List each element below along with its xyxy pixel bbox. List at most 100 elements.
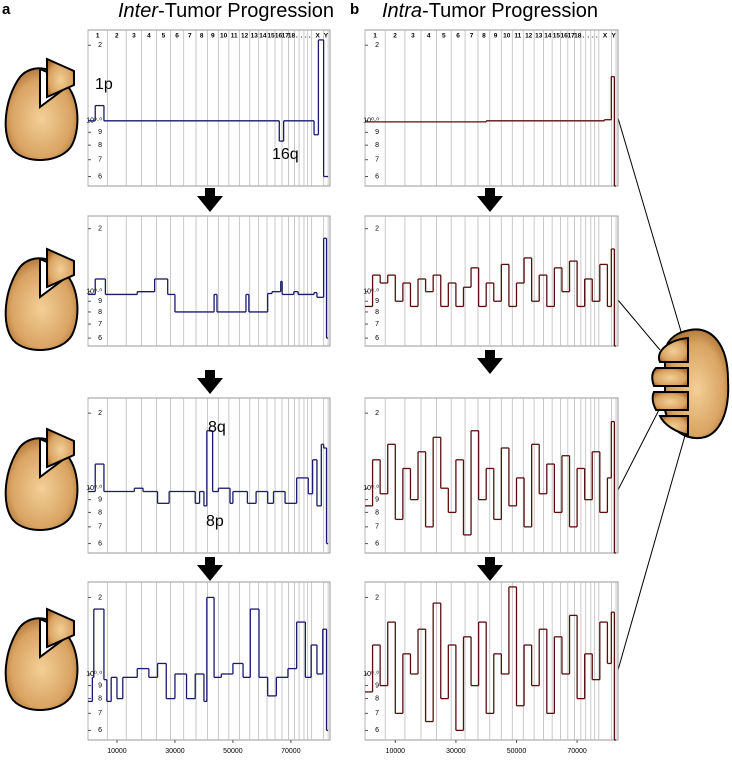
- chromosome-label: 9: [211, 33, 215, 40]
- chromosome-label: .: [587, 33, 589, 40]
- annotation: 16q: [272, 146, 299, 163]
- y-tick-label: 8: [98, 695, 102, 702]
- y-tick-label: 10⁰·⁰: [363, 670, 379, 678]
- y-tick-label: 8: [98, 142, 102, 149]
- plot-frame: [87, 581, 331, 741]
- y-tick-label: 9: [98, 298, 102, 305]
- y-tick-label: 2: [98, 594, 102, 601]
- chromosome-label: 18: [574, 33, 582, 40]
- plot-frame: [364, 215, 619, 347]
- chromosome-label: 8: [200, 33, 204, 40]
- annotation: 8q: [208, 419, 226, 436]
- y-tick-label: 2: [375, 410, 379, 417]
- y-tick-label: 2: [98, 410, 102, 417]
- y-tick-label: 9: [375, 496, 379, 503]
- tumor-icon: [4, 58, 79, 162]
- y-tick-label: 7: [375, 524, 379, 531]
- sampled-tumor: [617, 117, 730, 671]
- y-tick-label: 6: [375, 335, 379, 342]
- chromosome-label: 2: [115, 33, 119, 40]
- panel-label: a: [2, 1, 11, 18]
- chromosome-label: 12: [241, 33, 249, 40]
- chromosome-label: 1: [373, 33, 377, 40]
- x-tick-label: 30000: [165, 748, 185, 755]
- y-tick-label: 10⁰·⁰: [363, 117, 379, 125]
- chromosome-label: Y: [324, 33, 329, 40]
- y-tick-label: 7: [98, 710, 102, 717]
- chromosome-label: .: [596, 33, 598, 40]
- chromosome-label: 11: [514, 33, 521, 40]
- tumor-icon: [4, 428, 79, 532]
- chromosome-label: .: [296, 33, 298, 40]
- y-tick-label: 9: [98, 129, 102, 136]
- y-tick-label: 10⁰·⁰: [86, 484, 102, 492]
- annotation: 1p: [95, 76, 113, 93]
- chromosome-label: 5: [162, 33, 166, 40]
- chromosome-label: 18: [288, 33, 296, 40]
- chromosome-label: 17: [282, 33, 290, 40]
- y-tick-label: 6: [98, 727, 102, 734]
- chromosome-label: 12: [525, 33, 533, 40]
- y-tick-label: 9: [375, 682, 379, 689]
- chromosome-label: .: [301, 33, 303, 40]
- chromosome-label: 1: [96, 33, 100, 40]
- chromosome-label: .: [305, 33, 307, 40]
- x-tick-label: 10000: [107, 748, 127, 755]
- chromosome-label: .: [309, 33, 311, 40]
- chromosome-label: 3: [411, 33, 415, 40]
- y-tick-label: 8: [375, 142, 379, 149]
- y-tick-label: 9: [98, 682, 102, 689]
- y-tick-label: 9: [98, 496, 102, 503]
- y-tick-label: 8: [375, 309, 379, 316]
- chromosome-label: 9: [494, 33, 498, 40]
- y-tick-label: 7: [98, 321, 102, 328]
- y-tick-label: 8: [98, 509, 102, 516]
- chromosome-label: 10: [503, 33, 511, 40]
- x-tick-label: 70000: [567, 748, 587, 755]
- chromosome-label: 16: [275, 33, 283, 40]
- x-tick-label: 30000: [446, 748, 466, 755]
- panel-label: b: [350, 1, 359, 18]
- chromosome-label: X: [603, 33, 608, 40]
- y-tick-label: 10⁰·⁰: [86, 288, 102, 296]
- chromosome-label: 7: [470, 33, 474, 40]
- chromosome-label: 16: [561, 33, 569, 40]
- y-tick-label: 2: [375, 226, 379, 233]
- chromosome-label: 14: [259, 33, 267, 40]
- chromosome-label: 6: [456, 33, 460, 40]
- y-tick-label: 7: [375, 710, 379, 717]
- y-tick-label: 10⁰·⁰: [363, 288, 379, 296]
- chromosome-label: Y: [612, 33, 617, 40]
- chromosome-label: 10: [220, 33, 228, 40]
- y-tick-label: 7: [375, 157, 379, 164]
- y-tick-label: 2: [98, 226, 102, 233]
- chromosome-label: 6: [175, 33, 179, 40]
- panel-title: Intra-Tumor Progression: [382, 0, 598, 22]
- chromosome-label: 11: [231, 33, 238, 40]
- chromosome-label: 5: [442, 33, 446, 40]
- tumor-icon: [4, 248, 79, 352]
- y-tick-label: 2: [375, 42, 379, 49]
- arrows: [197, 188, 503, 581]
- y-tick-label: 7: [98, 524, 102, 531]
- chromosome-label: 15: [267, 33, 275, 40]
- y-tick-label: 8: [98, 309, 102, 316]
- y-tick-label: 9: [375, 298, 379, 305]
- chromosome-label: 15: [553, 33, 561, 40]
- y-tick-label: 8: [375, 695, 379, 702]
- y-tick-label: 6: [98, 540, 102, 547]
- y-tick-label: 6: [375, 540, 379, 547]
- chromosome-label: 4: [147, 33, 151, 40]
- y-tick-label: 6: [375, 173, 379, 180]
- y-tick-label: 6: [98, 173, 102, 180]
- chromosome-label: 3: [132, 33, 136, 40]
- chromosome-label: .: [582, 33, 584, 40]
- plot-frame: [87, 397, 331, 554]
- y-tick-label: 7: [98, 157, 102, 164]
- x-tick-label: 70000: [281, 748, 301, 755]
- y-tick-label: 2: [98, 42, 102, 49]
- tumor-icon: [4, 608, 79, 712]
- chromosome-label: 8: [482, 33, 486, 40]
- chromosome-label: 14: [544, 33, 552, 40]
